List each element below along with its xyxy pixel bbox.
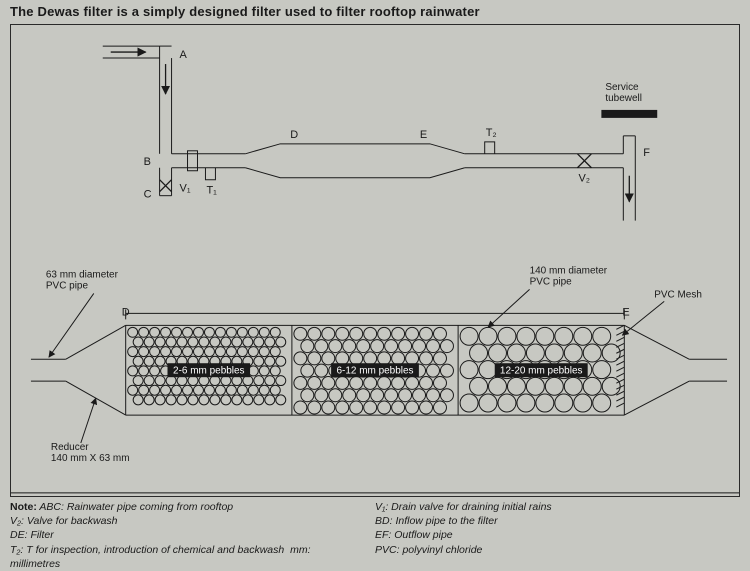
label-V2: V₂ bbox=[578, 173, 590, 185]
callout-reducer: Reducer bbox=[51, 442, 89, 453]
chamber-label: 6-12 mm pebbles bbox=[336, 366, 413, 377]
label-D-top: D bbox=[290, 129, 298, 141]
chamber-label: 12-20 mm pebbles bbox=[500, 366, 583, 377]
notes-block: Note: ABC: Rainwater pipe coming from ro… bbox=[10, 500, 740, 563]
label-E-top: E bbox=[420, 129, 427, 141]
chamber-label: 2-6 mm pebbles bbox=[173, 366, 244, 377]
label-T1: T₁ bbox=[206, 185, 217, 197]
diagram-svg: A V₁ B C T₁ D E T₂ V₂ F ServicetubewellD E 2-6 mm pe… bbox=[11, 25, 739, 496]
callout-140mm: 140 mm diameter bbox=[530, 265, 608, 276]
callout-pvc-mesh: PVC Mesh bbox=[654, 289, 702, 300]
notes-right-column: V₁: Drain valve for draining initial rai… bbox=[375, 500, 740, 563]
page-title: The Dewas filter is a simply designed fi… bbox=[10, 4, 480, 19]
service-tubewell-cap bbox=[601, 110, 657, 118]
label-B: B bbox=[144, 156, 151, 168]
callout-reducer: 140 mm X 63 mm bbox=[51, 453, 130, 464]
label-T2: T₂ bbox=[486, 127, 497, 139]
label-C: C bbox=[144, 189, 152, 201]
schematic-top: A V₁ B C T₁ D E T₂ V₂ F Servicetubewell bbox=[103, 46, 657, 221]
label-service-tubewell: Service bbox=[605, 82, 639, 93]
label-A: A bbox=[180, 49, 188, 61]
label-E-bottom: E bbox=[622, 306, 629, 318]
callout-63mm: PVC pipe bbox=[46, 280, 89, 291]
label-F: F bbox=[643, 147, 650, 159]
callout-63mm: 63 mm diameter bbox=[46, 269, 119, 280]
label-service-tubewell: tubewell bbox=[605, 93, 642, 104]
cutaway-bottom: DE2-6 mm pebbles6-12 mm pebbles12-20 mm … bbox=[31, 265, 727, 463]
callout-140mm: PVC pipe bbox=[530, 276, 573, 287]
diagram-frame: A V₁ B C T₁ D E T₂ V₂ F ServicetubewellD E 2-6 mm pe… bbox=[10, 24, 740, 497]
notes-left-column: Note: ABC: Rainwater pipe coming from ro… bbox=[10, 500, 375, 563]
label-V1: V₁ bbox=[180, 183, 191, 195]
